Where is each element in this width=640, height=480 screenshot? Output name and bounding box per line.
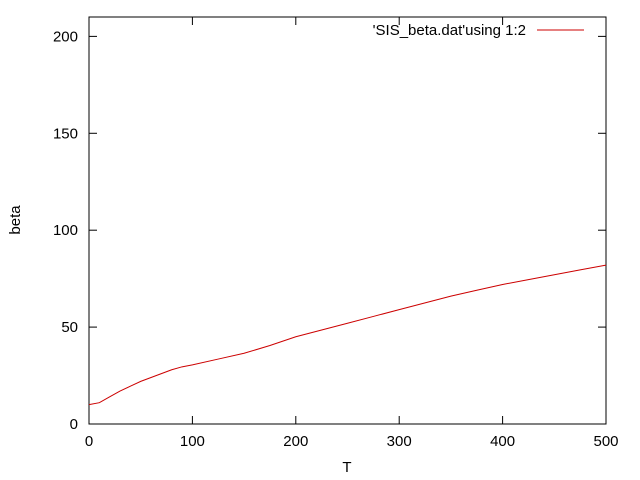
y-tick-label: 100 <box>53 222 78 239</box>
y-axis-label: beta <box>7 205 24 235</box>
legend-label: 'SIS_beta.dat'using 1:2 <box>373 22 526 39</box>
series-line <box>88 264 607 406</box>
y-tick-label: 50 <box>61 319 78 336</box>
x-tick-label: 500 <box>593 433 618 450</box>
x-axis-label: T <box>342 459 351 476</box>
y-axis-ticks: 0 50 100 150 200 <box>53 28 606 433</box>
x-tick-label: 100 <box>180 433 205 450</box>
y-tick-label: 0 <box>70 416 78 433</box>
x-tick-label: 200 <box>283 433 308 450</box>
x-axis-ticks: 0 100 200 300 400 500 <box>85 17 619 450</box>
x-tick-label: 400 <box>490 433 515 450</box>
y-tick-label: 150 <box>53 125 78 142</box>
y-tick-label: 200 <box>53 28 78 45</box>
x-tick-label: 300 <box>387 433 412 450</box>
x-tick-label: 0 <box>85 433 93 450</box>
series-group <box>88 264 607 406</box>
legend: 'SIS_beta.dat'using 1:2 <box>373 22 584 39</box>
plot-frame <box>88 16 607 425</box>
